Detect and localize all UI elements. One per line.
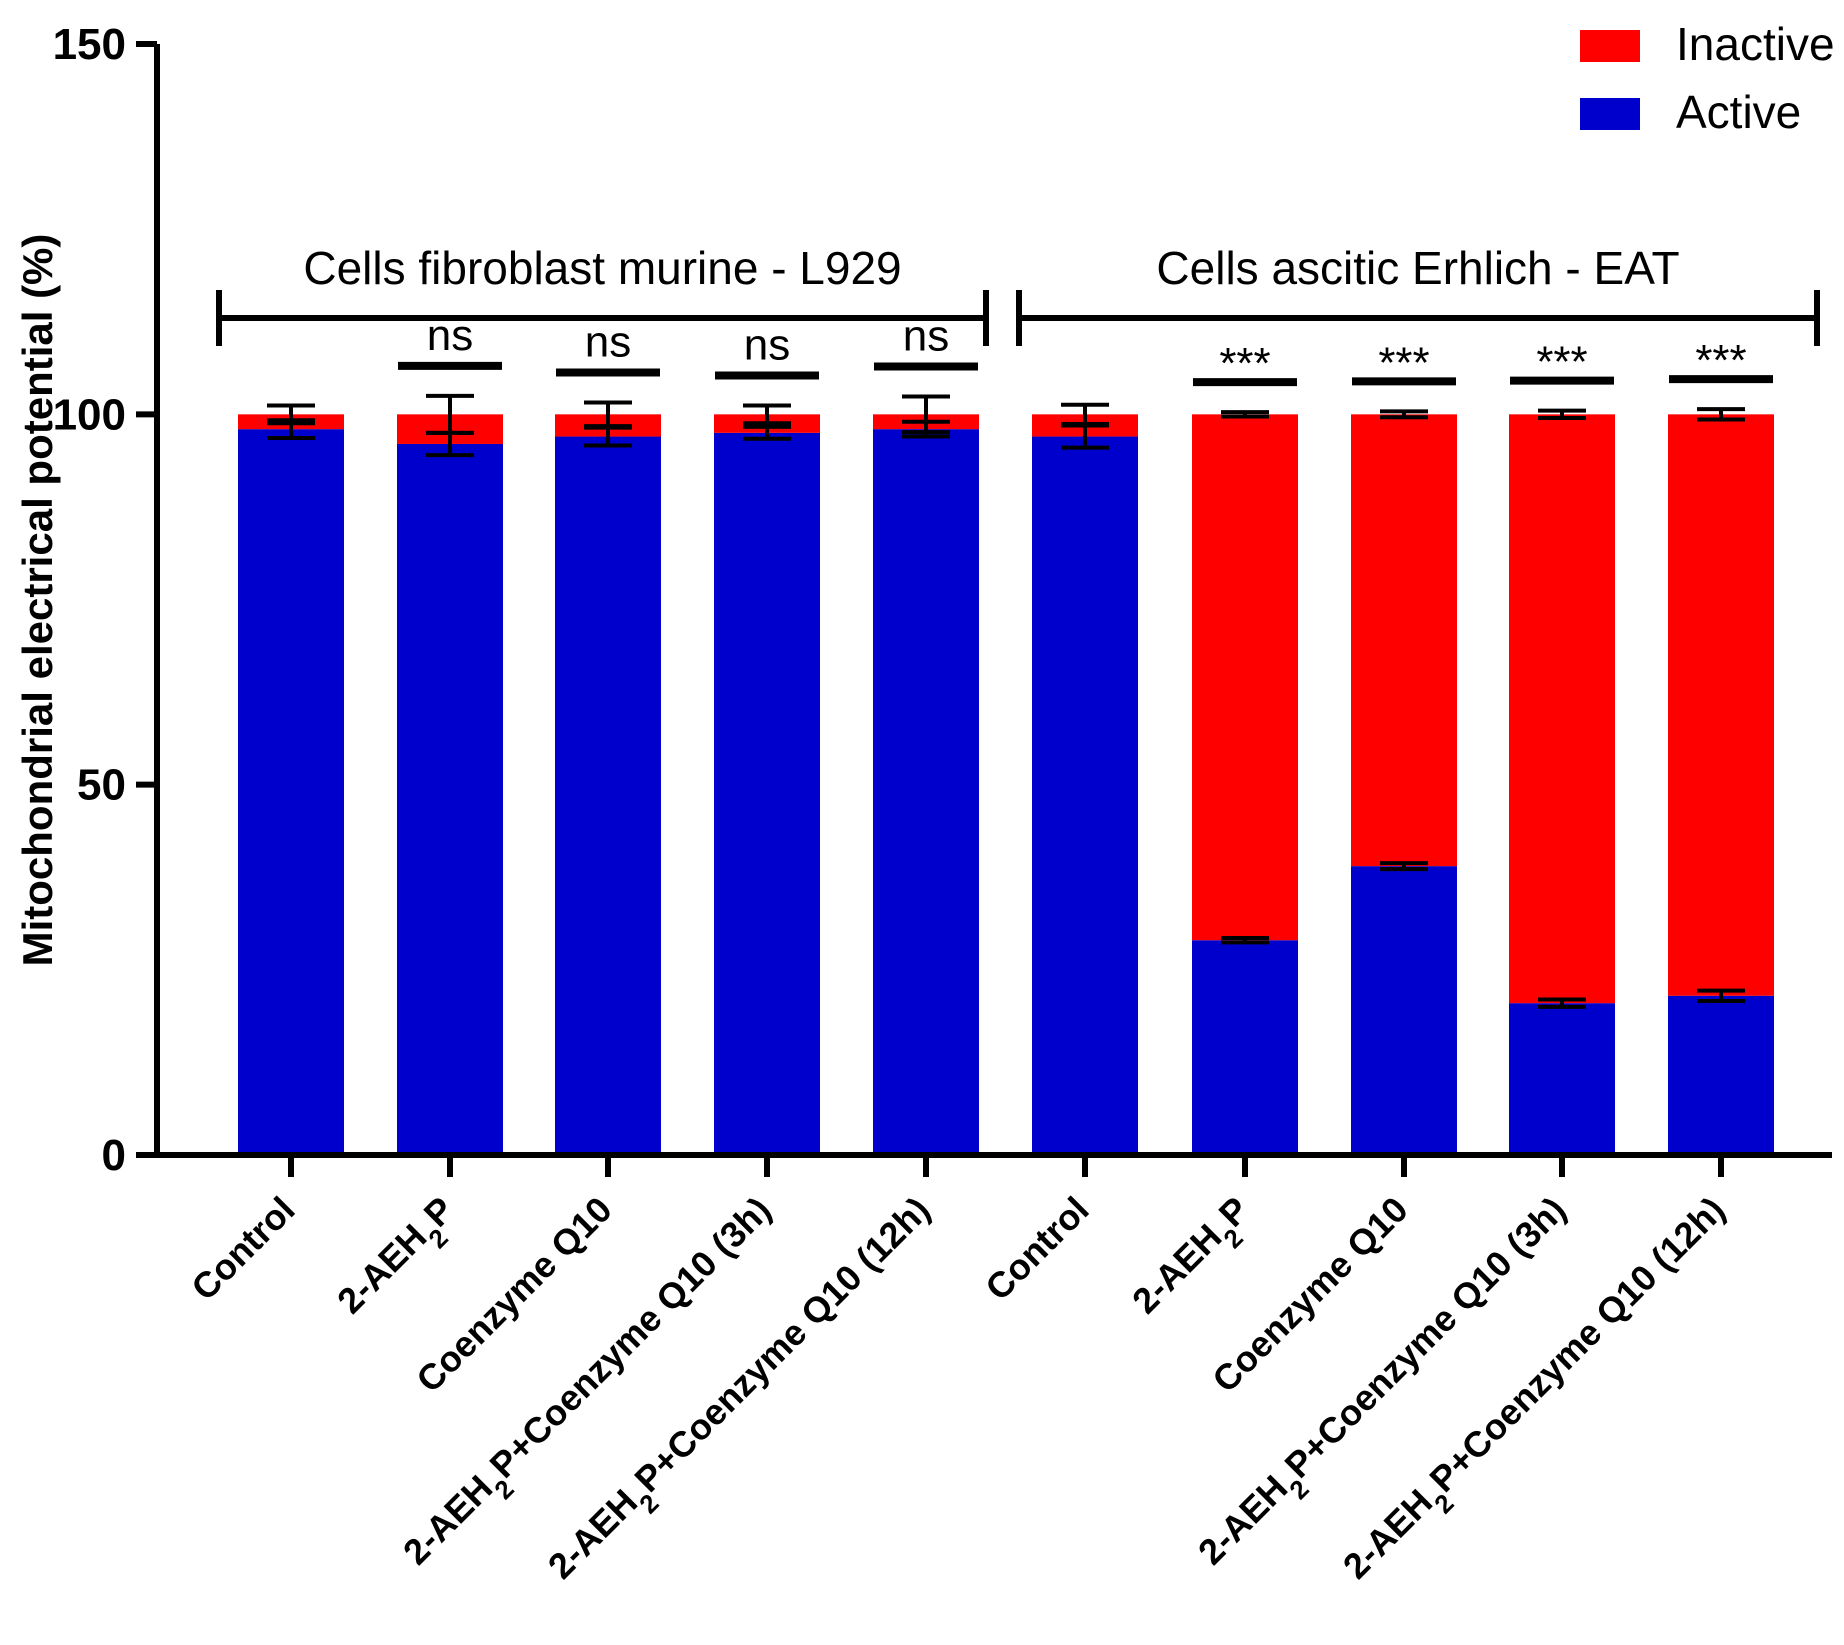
y-tick-label: 50 — [77, 761, 126, 810]
bar-inactive — [1192, 414, 1298, 941]
y-tick-label: 150 — [53, 20, 126, 69]
significance-label: ns — [585, 317, 631, 366]
bar-active — [555, 436, 661, 1155]
x-tick-label: 2-AEH2P — [329, 1189, 471, 1331]
bar-inactive — [1668, 414, 1774, 996]
bar-active — [1509, 1003, 1615, 1155]
legend-swatch — [1580, 98, 1640, 130]
legend: Inactive Active — [1580, 18, 1835, 138]
bar-inactive — [1509, 414, 1615, 1004]
bar-active — [1668, 995, 1774, 1155]
y-tick-label: 100 — [53, 390, 126, 439]
significance-label: *** — [1695, 336, 1746, 385]
x-tick-label: Control — [977, 1189, 1096, 1308]
group-label: Cells ascitic Erhlich - EAT — [1156, 242, 1679, 294]
significance-label: ns — [744, 320, 790, 369]
x-tick-label: 2-AEH2P — [1124, 1189, 1266, 1331]
bar-active — [1192, 940, 1298, 1155]
bar-active — [1032, 436, 1138, 1155]
y-axis-title: Mitochondrial electrical potential (%) — [14, 234, 61, 967]
bar-active — [714, 432, 820, 1156]
bar-active — [873, 429, 979, 1155]
legend-swatch — [1580, 30, 1640, 62]
x-tick-label: Control — [183, 1189, 302, 1308]
bar-active — [1351, 866, 1457, 1155]
legend-label: Inactive — [1676, 18, 1835, 70]
bar-active — [238, 429, 344, 1155]
y-tick-label: 0 — [102, 1131, 126, 1180]
bar-inactive — [1351, 414, 1457, 867]
significance-label: *** — [1536, 338, 1587, 387]
significance-label: *** — [1378, 338, 1429, 387]
bar-active — [397, 443, 503, 1156]
legend-label: Active — [1676, 86, 1801, 138]
significance-label: *** — [1219, 339, 1270, 388]
group-label: Cells fibroblast murine - L929 — [303, 242, 901, 294]
